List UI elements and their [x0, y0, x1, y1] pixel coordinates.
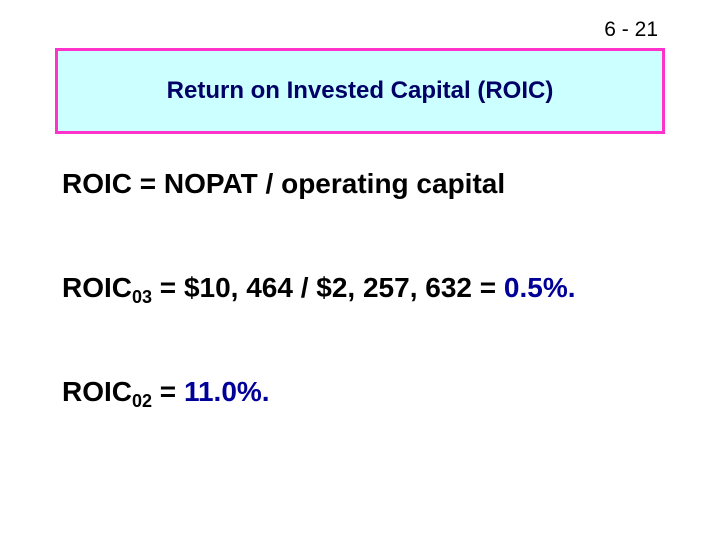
formula-subscript: 02: [132, 391, 153, 411]
formula-result: 11.0%.: [183, 376, 270, 407]
slide-number: 6 - 21: [604, 18, 658, 41]
formula-text: ROIC = NOPAT / operating capital: [62, 168, 506, 199]
formula-line: ROIC03 = $10, 464 / $2, 257, 632 = 0.5%.: [62, 272, 576, 308]
formula-line: ROIC = NOPAT / operating capital: [62, 168, 505, 200]
title-box: Return on Invested Capital (ROIC): [55, 48, 665, 134]
formula-base: ROIC: [62, 376, 132, 407]
formula-result: 0.5%.: [503, 272, 576, 303]
slide-title: Return on Invested Capital (ROIC): [166, 77, 554, 104]
formula-base: ROIC: [62, 272, 132, 303]
formula-line: ROIC02 = 11.0%.: [62, 376, 270, 412]
formula-text: =: [152, 376, 184, 407]
formula-subscript: 03: [132, 287, 153, 307]
formula-text: = $10, 464 / $2, 257, 632 =: [152, 272, 504, 303]
